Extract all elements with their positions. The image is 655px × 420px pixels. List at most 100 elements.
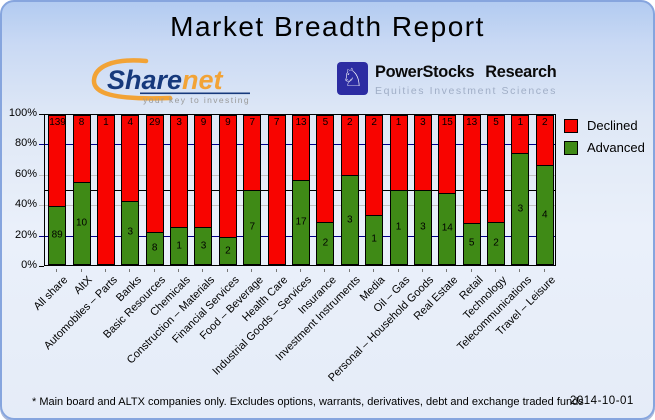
- bar-segment-advanced: [463, 222, 480, 264]
- bar-value-advanced: 17: [295, 216, 307, 228]
- bar-value-declined: 2: [346, 117, 353, 128]
- bar-segment-advanced: [341, 175, 358, 264]
- x-axis-tick: [129, 269, 131, 272]
- bar-segment-declined: [341, 116, 358, 176]
- powerstocks-logo: ♘ PowerStocks Research Equities Investme…: [337, 62, 564, 97]
- svg-text:Sharenet: Sharenet: [107, 65, 224, 95]
- x-axis-tick: [202, 269, 204, 272]
- y-axis: 0% 20% 40% 60% 80% 100%: [2, 107, 44, 271]
- bar-segment-declined: [171, 116, 188, 227]
- bar-value-advanced: 10: [76, 217, 88, 229]
- x-axis-tick: [421, 269, 423, 272]
- bar-segment-declined: [97, 116, 114, 264]
- x-axis-tick: [56, 269, 58, 272]
- x-axis-tick: [300, 269, 301, 272]
- x-axis-tick: [495, 269, 497, 272]
- bar-value-declined: 5: [322, 117, 329, 128]
- bar-value-declined: 9: [225, 117, 231, 128]
- bar-automobiles-parts: 1: [96, 115, 115, 265]
- bar-value-advanced: 14: [441, 222, 453, 234]
- bar-segment-declined: [366, 116, 383, 215]
- bar-value-advanced: 3: [420, 221, 426, 233]
- x-axis-category-label: All share: [31, 274, 71, 313]
- y-axis-tick: [39, 114, 44, 115]
- y-axis-tick-label: 80%: [14, 137, 37, 150]
- y-axis-tick-label: 100%: [8, 107, 37, 119]
- bar-segment-declined: [317, 116, 334, 222]
- bar-segment-declined: [439, 116, 456, 193]
- bar-segment-declined: [536, 116, 553, 166]
- bar-segment-advanced: [390, 190, 407, 264]
- y-axis-tick-label: 40%: [14, 198, 37, 211]
- bar-segment-advanced: [512, 153, 529, 264]
- page-title: Market Breadth Report: [170, 11, 485, 42]
- bar-value-declined: 4: [127, 117, 134, 128]
- bar-value-declined: 29: [149, 117, 161, 128]
- bar-segment-declined: [268, 116, 285, 264]
- x-axis-tick: [373, 269, 375, 272]
- bar-segment-advanced: [317, 221, 334, 264]
- bar-value-declined: 9: [200, 117, 207, 128]
- bar-segment-advanced: [49, 206, 66, 264]
- y-axis-tick: [39, 174, 44, 176]
- bar-segment-advanced: [293, 180, 309, 264]
- bar-value-declined: 13: [466, 117, 478, 128]
- bar-value-declined: 1: [517, 117, 524, 128]
- y-axis-tick-label: 60%: [14, 167, 37, 180]
- powerstocks-name: PowerStocks Research: [375, 62, 557, 81]
- legend-label: Declined: [587, 118, 638, 133]
- y-axis-tick: [39, 266, 44, 267]
- legend-item-declined: Declined: [564, 118, 645, 133]
- sharenet-brand-secondary: net: [182, 65, 224, 95]
- legend-label: Advanced: [587, 140, 645, 155]
- bar-segment-advanced: [122, 200, 139, 264]
- bar-value-advanced: 1: [371, 233, 377, 245]
- bar-value-advanced: 89: [51, 229, 63, 241]
- x-axis-tick: [251, 269, 253, 272]
- x-axis-labels: All share AltX Automobiles – Parts Banks Bas…: [32, 269, 558, 394]
- bar-segment-advanced: [366, 214, 383, 264]
- bar-value-advanced: 3: [200, 240, 207, 251]
- y-axis-tick-label: 20%: [14, 228, 37, 241]
- bar-segment-declined: [488, 116, 505, 222]
- advanced-swatch-icon: [564, 140, 578, 155]
- plot-area: 89 139 10 8 1 3 4 8 29 1 3 3 9 2 9 7 7 7 17 13 2 5 3 2 1 2 1 1 3 3 14 1…: [44, 114, 556, 266]
- bar-value-declined: 2: [371, 117, 377, 128]
- x-axis-tick: [470, 269, 472, 272]
- powerstocks-subtitle: Equities Investment Sciences: [375, 85, 557, 97]
- bar-value-advanced: 2: [225, 245, 231, 257]
- y-axis-tick: [39, 144, 44, 146]
- bar-segment-declined: [293, 116, 309, 181]
- legend-item-advanced: Advanced: [564, 140, 645, 155]
- x-axis-tick: [80, 269, 82, 272]
- sharenet-logo: Sharenet your key to investing: [91, 58, 250, 105]
- bar-industrial-goods-services: 17 13: [292, 115, 310, 265]
- bar-value-advanced: 4: [542, 209, 548, 221]
- bar-segment-declined: [146, 116, 163, 232]
- bar-real-estate: 14 15: [438, 115, 457, 265]
- bar-value-declined: 7: [249, 117, 256, 128]
- bar-value-declined: 13: [295, 117, 307, 128]
- bar-basic-resources: 8 29: [145, 115, 164, 265]
- bar-value-advanced: 1: [176, 240, 182, 251]
- bar-segment-advanced: [414, 190, 431, 264]
- bar-segment-declined: [512, 116, 529, 153]
- bar-segment-advanced: [488, 221, 505, 264]
- x-axis-tick: [324, 269, 326, 272]
- bar-segment-declined: [195, 116, 212, 227]
- bar-segment-advanced: [536, 165, 553, 264]
- bar-value-advanced: 5: [468, 237, 475, 249]
- bar-value-declined: 139: [49, 117, 66, 128]
- sharenet-brand-primary: Share: [107, 65, 182, 95]
